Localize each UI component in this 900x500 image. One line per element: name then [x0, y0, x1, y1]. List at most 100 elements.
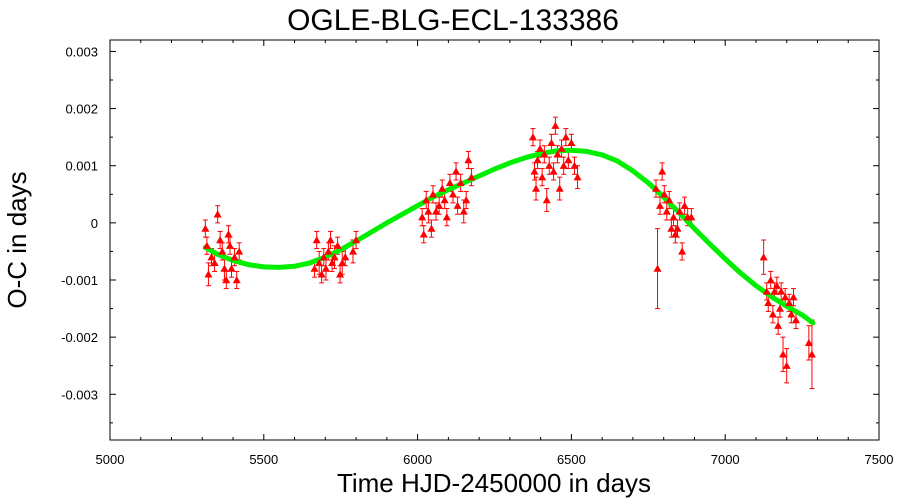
data-point [216, 236, 225, 244]
data-point [312, 236, 321, 244]
data-point [459, 207, 468, 215]
y-tick-label: 0.002 [65, 102, 98, 117]
x-tick-label: 5500 [249, 452, 278, 467]
data-point [675, 207, 684, 215]
data-point [235, 247, 244, 255]
data-point [557, 144, 566, 152]
data-point [222, 276, 231, 284]
data-point [807, 350, 816, 358]
data-point [764, 298, 773, 307]
x-tick-label: 7500 [865, 452, 894, 467]
plot-frame [109, 39, 880, 441]
data-point [559, 161, 568, 169]
data-point [768, 310, 777, 318]
x-tick-label: 5000 [96, 452, 125, 467]
data-point [202, 241, 211, 249]
data-point [336, 270, 345, 278]
x-tick-label: 6000 [403, 452, 432, 467]
data-point [653, 264, 662, 272]
data-point [319, 253, 328, 261]
x-axis: 5000 5500 6000 6500 7000 7500 [96, 40, 894, 467]
error-bars [202, 116, 815, 390]
data-point [667, 224, 676, 232]
y-tick-label: -0.003 [61, 387, 98, 402]
data-point [545, 161, 554, 169]
data-point [464, 156, 473, 164]
data-point [232, 276, 241, 284]
data-point [549, 167, 558, 175]
data-point [687, 213, 696, 221]
data-point [551, 121, 560, 129]
data-point [453, 201, 462, 209]
fit-curve-line [202, 147, 816, 326]
data-point [418, 213, 427, 221]
data-point [570, 161, 579, 169]
data-point [665, 196, 674, 204]
data-point [673, 224, 682, 232]
data-point [567, 138, 576, 147]
data-point [530, 167, 539, 175]
data-point [540, 150, 549, 158]
data-point [772, 281, 781, 289]
data-point [532, 184, 541, 192]
data-point [779, 350, 788, 358]
data-point [662, 207, 671, 215]
data-point [419, 230, 428, 238]
data-point [210, 258, 219, 267]
data-point [781, 293, 790, 301]
data-point [547, 138, 556, 147]
data-point [328, 258, 337, 267]
data-point [424, 207, 433, 215]
data-point [324, 247, 333, 255]
data-point [227, 264, 236, 272]
data-point [428, 190, 437, 198]
data-point [442, 213, 451, 221]
data-point [561, 133, 570, 141]
data-point [422, 196, 431, 204]
data-point [435, 201, 444, 209]
data-point [777, 287, 786, 295]
data-point [533, 156, 542, 164]
data-point [658, 167, 667, 175]
data-point [680, 201, 689, 209]
x-tick-label: 6500 [557, 452, 586, 467]
data-point [448, 190, 457, 198]
data-point [440, 196, 449, 204]
data-point [352, 236, 361, 244]
x-axis-title: Time HJD-2450000 in days [337, 468, 651, 498]
data-point [671, 230, 680, 238]
data-point [218, 247, 227, 255]
data-point [225, 241, 234, 249]
data-point [315, 258, 324, 267]
data-point [317, 270, 326, 278]
data-point [651, 184, 660, 192]
data-point [573, 173, 582, 181]
data-point [201, 224, 210, 232]
data-point [452, 167, 461, 175]
data-point [669, 213, 678, 221]
data-point [338, 258, 347, 267]
data-point [785, 298, 794, 307]
data-point [655, 201, 664, 209]
data-point [536, 144, 545, 152]
data-point [791, 316, 800, 324]
data-point [555, 184, 564, 192]
data-point [766, 276, 775, 284]
data-point [432, 207, 441, 215]
data-point [660, 190, 669, 198]
data-points [201, 121, 816, 369]
data-point [770, 287, 779, 295]
data-point [775, 304, 784, 312]
y-tick-label: -0.001 [61, 273, 98, 288]
data-point [438, 184, 447, 192]
data-point [330, 253, 339, 261]
data-point [224, 230, 233, 238]
data-point [341, 253, 350, 261]
data-point [213, 210, 222, 218]
chart-title: OGLE-BLG-ECL-133386 [287, 4, 619, 37]
data-point [528, 133, 537, 141]
data-point [804, 338, 813, 347]
y-tick-label: 0.001 [65, 159, 98, 174]
data-point [538, 173, 547, 181]
